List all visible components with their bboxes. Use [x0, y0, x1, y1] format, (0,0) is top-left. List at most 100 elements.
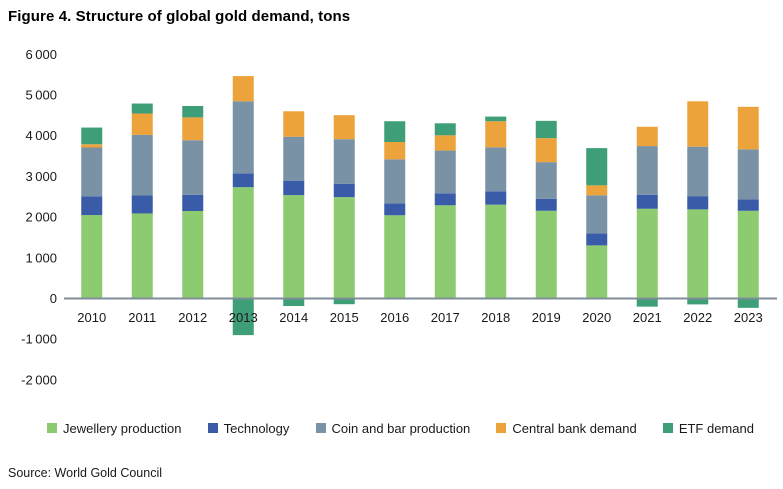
bar-segment [182, 105, 204, 118]
bar-segment [535, 162, 557, 199]
bar-segment [333, 139, 355, 184]
x-tick-label: 2022 [683, 310, 712, 325]
legend-item-technology: Technology [207, 421, 289, 436]
y-tick-label: 6 000 [25, 47, 57, 62]
bar-segment [182, 211, 204, 299]
bar-segment [586, 148, 608, 186]
x-tick-label: 2013 [229, 310, 258, 325]
bar-segment [586, 233, 608, 246]
jewellery-production-swatch-icon [47, 423, 57, 433]
bar-segment [737, 106, 759, 150]
y-tick-label: -1 000 [21, 332, 57, 347]
x-tick-label: 2021 [633, 310, 662, 325]
bar-segment [81, 144, 103, 148]
bar-segment [687, 196, 709, 210]
bar-segment [434, 135, 456, 151]
bar-segment [434, 123, 456, 136]
x-tick-label: 2012 [178, 310, 207, 325]
bar-segment [283, 111, 305, 137]
x-tick-label: 2017 [431, 310, 460, 325]
bar-segment [333, 298, 355, 305]
bar-segment [687, 146, 709, 197]
bar-segment [81, 147, 103, 197]
legend-label: ETF demand [678, 420, 754, 436]
x-tick-label: 2018 [481, 310, 510, 325]
bar-segment [535, 138, 557, 163]
chart-legend: Jewellery production Technology Coin and… [47, 419, 754, 437]
bar-segment [636, 208, 658, 299]
bar-segment [636, 298, 658, 307]
bar-segment [333, 197, 355, 299]
legend-item-coin-and-bar-production: Coin and bar production [315, 420, 471, 436]
central-bank-demand-swatch-icon [496, 423, 507, 433]
bar-segment [434, 193, 456, 206]
y-tick-label: 5 000 [25, 88, 57, 103]
bar-segment [182, 117, 204, 141]
chart-title: Figure 4. Structure of global gold deman… [8, 8, 351, 25]
bar-segment [535, 198, 557, 211]
x-tick-label: 2010 [77, 310, 106, 325]
bar-segment [232, 298, 254, 336]
bar-segment [232, 187, 254, 299]
bar-segment [131, 103, 153, 114]
x-tick-label: 2019 [532, 310, 561, 325]
bar-segment [535, 120, 557, 139]
bar-segment [535, 210, 557, 299]
bar-segment [384, 121, 406, 143]
legend-item-etf-demand: ETF demand [662, 420, 754, 436]
bar-segment [81, 196, 103, 216]
bar-segment [384, 215, 406, 299]
bar-segment [737, 149, 759, 200]
bar-segment [586, 195, 608, 234]
source-note: Source: World Gold Council [8, 466, 163, 480]
bar-segment [131, 134, 153, 196]
bar-segment [333, 183, 355, 198]
bar-segment [384, 159, 406, 204]
bar-segment [131, 213, 153, 299]
bar-segment [485, 121, 507, 148]
legend-label: Coin and bar production [331, 420, 471, 436]
y-tick-label: 4 000 [25, 128, 57, 143]
x-tick-label: 2014 [279, 310, 308, 325]
bar-segment [434, 205, 456, 299]
x-tick-label: 2020 [582, 310, 611, 325]
technology-swatch-icon [207, 423, 218, 433]
bar-segment [384, 142, 406, 160]
bar-segment [232, 76, 254, 102]
bar-segment [81, 215, 103, 299]
bar-segment [81, 127, 103, 145]
y-tick-label: 3 000 [25, 169, 57, 184]
legend-item-central-bank-demand: Central bank demand [496, 420, 637, 436]
bar-segment [485, 191, 507, 205]
legend-label: Central bank demand [512, 420, 637, 436]
legend-label: Jewellery production [63, 420, 182, 436]
stacked-bar-chart: 6 000 5 000 4 000 3 000 2 000 1 000 0 -1 000 -2 … [21, 47, 777, 387]
legend-item-jewellery-production: Jewellery production [47, 421, 182, 436]
bar-segment [131, 195, 153, 214]
coin-and-bar-production-swatch-icon [315, 423, 326, 433]
bar-segment [434, 150, 456, 194]
bar-segment [333, 115, 355, 140]
bar-segment [384, 203, 406, 216]
bar-segment [283, 136, 305, 181]
x-tick-label: 2011 [128, 310, 156, 325]
bar-segment [586, 185, 608, 196]
bar-segment [485, 204, 507, 299]
bar-segment [283, 298, 305, 307]
bar-segment [737, 210, 759, 299]
bar-segment [131, 113, 153, 135]
bar-segment [636, 194, 658, 209]
x-tick-label: 2016 [380, 310, 409, 325]
bar-segment [636, 146, 658, 195]
x-tick-label: 2015 [330, 310, 359, 325]
bar-segment [182, 194, 204, 211]
y-tick-label: 1 000 [25, 250, 57, 265]
etf-demand-swatch-icon [662, 423, 673, 433]
bar-segment [737, 199, 759, 211]
bar-segment [586, 245, 608, 299]
bar-segment [232, 173, 254, 188]
bar-segment [485, 116, 507, 122]
bar-segment [687, 298, 709, 305]
bar-segment [182, 140, 204, 195]
